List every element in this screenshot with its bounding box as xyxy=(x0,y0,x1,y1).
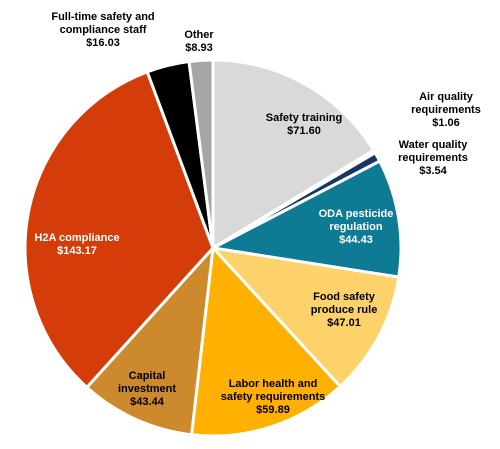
slice-label-fulltime-staff: Full-time safety and compliance staff $16.… xyxy=(51,11,154,49)
slice-label-labor-health: Labor health and safety requirements $59.8… xyxy=(221,378,326,416)
slice-label-capital-investment: Capital investment $43.44 xyxy=(118,370,176,408)
slice-label-food-safety: Food safety produce rule $47.01 xyxy=(311,291,378,329)
slice-label-air-quality: Air quality requirements $1.06 xyxy=(411,91,481,129)
pie-slice-other xyxy=(187,58,215,250)
slice-label-safety-training: Safety training $71.60 xyxy=(266,112,342,137)
pie-slice-food-safety xyxy=(211,246,401,388)
pie-slice-oda-pesticide xyxy=(211,159,403,279)
slice-label-other: Other $8.93 xyxy=(184,29,214,54)
pie-slice-h2a-compliance xyxy=(23,70,215,389)
pie-slice-safety-training xyxy=(211,58,376,250)
slice-label-water-quality: Water quality requirements $3.54 xyxy=(398,139,468,177)
slice-label-oda-pesticide: ODA pesticide regulation $44.43 xyxy=(319,208,394,246)
pie-slice-labor-health xyxy=(190,246,342,438)
slice-label-h2a-compliance: H2A compliance $143.17 xyxy=(34,232,119,257)
pie-slice-capital-investment xyxy=(85,246,215,437)
